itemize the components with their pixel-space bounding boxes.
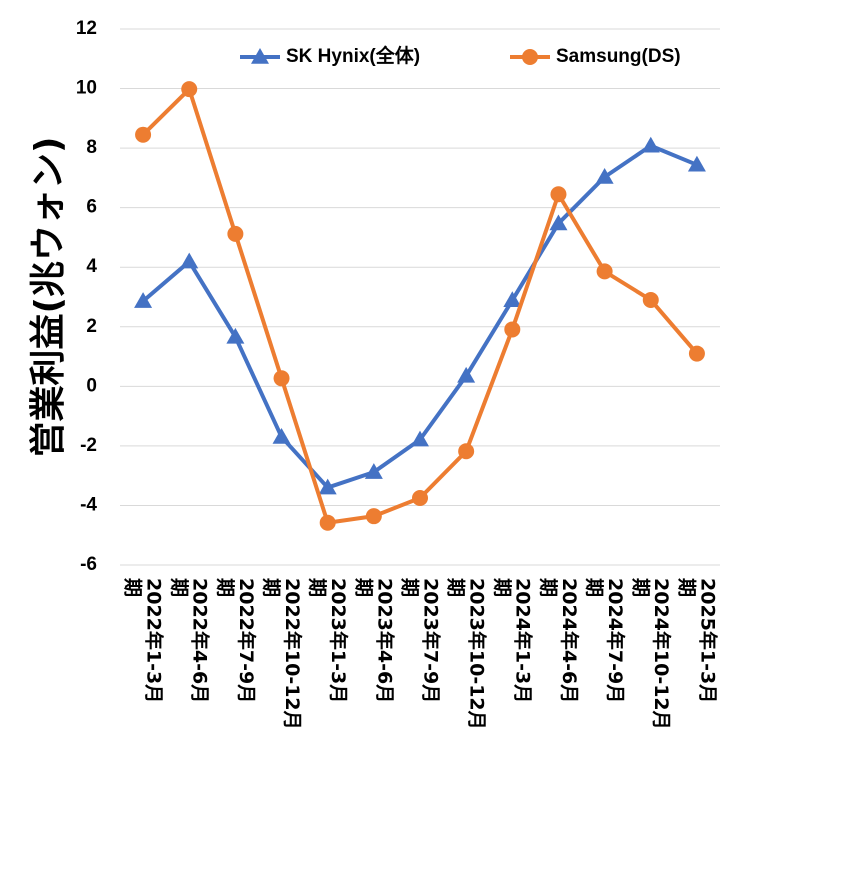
y-tick-label: -4 xyxy=(80,494,97,515)
data-point xyxy=(181,81,198,98)
x-tick-label: 2023年10-12月期 xyxy=(445,578,489,730)
data-point xyxy=(412,490,428,506)
data-point xyxy=(687,155,706,172)
series-lines xyxy=(134,81,706,531)
data-point xyxy=(641,136,660,153)
legend-label: Samsung(DS) xyxy=(556,46,681,67)
data-point xyxy=(180,252,199,269)
y-tick-label: -2 xyxy=(80,435,97,456)
legend-entry: SK Hynix(全体) xyxy=(240,44,420,67)
y-axis-tick-labels: -6 -4 -2 0 2 4 6 8 10 12 xyxy=(76,18,98,575)
series-line xyxy=(141,87,699,525)
data-point xyxy=(595,167,614,184)
x-tick-label: 2024年7-9月期 xyxy=(584,578,628,703)
y-tick-label: 6 xyxy=(86,197,97,218)
x-tick-label: 2023年4-6月期 xyxy=(353,578,397,703)
data-point xyxy=(458,443,475,460)
x-tick-label: 2022年4-6月期 xyxy=(168,578,212,703)
legend-entry: Samsung(DS) xyxy=(510,46,681,67)
data-point xyxy=(365,508,382,525)
x-axis-tick-labels: 2022年1-3月期 2022年4-6月期 2022年7-9月期 2022年10-12… xyxy=(122,578,720,730)
y-tick-label: -6 xyxy=(80,554,97,575)
x-tick-label: 2024年4-6月期 xyxy=(538,578,582,703)
data-point xyxy=(688,345,705,362)
y-tick-label: 4 xyxy=(86,256,97,277)
x-tick-label: 2023年7-9月期 xyxy=(399,578,443,703)
data-point xyxy=(226,327,245,344)
y-tick-label: 8 xyxy=(86,137,97,158)
y-tick-label: 2 xyxy=(86,316,97,337)
data-point xyxy=(273,370,290,387)
data-point xyxy=(135,126,152,143)
legend-marker xyxy=(251,48,269,64)
y-axis-label: 営業利益(兆ウォン) xyxy=(28,137,69,458)
data-point xyxy=(457,366,476,383)
x-tick-label: 2022年1-3月期 xyxy=(122,578,166,703)
y-tick-label: 10 xyxy=(76,78,97,99)
x-tick-label: 2024年10-12月期 xyxy=(630,578,674,730)
data-point xyxy=(134,292,153,308)
data-point xyxy=(227,225,244,242)
data-point xyxy=(642,291,659,308)
x-tick-label: 2022年7-9月期 xyxy=(214,578,258,703)
x-tick-label: 2023年1-3月期 xyxy=(307,578,351,703)
data-point xyxy=(272,427,291,444)
legend-marker xyxy=(522,49,538,65)
legend-label: SK Hynix(全体) xyxy=(286,44,420,67)
y-tick-label: 0 xyxy=(86,375,97,396)
legend: SK Hynix(全体) Samsung(DS) xyxy=(240,44,681,67)
data-point xyxy=(596,263,613,280)
series-sk-hynix xyxy=(134,136,706,495)
gridlines xyxy=(120,28,720,566)
data-point xyxy=(318,478,337,495)
x-tick-label: 2022年10-12月期 xyxy=(261,578,305,730)
data-point xyxy=(550,186,567,203)
data-point xyxy=(549,214,568,231)
data-point xyxy=(411,430,429,447)
series-samsung xyxy=(135,81,705,531)
x-tick-label: 2024年1-3月期 xyxy=(491,578,535,703)
data-point xyxy=(364,463,383,479)
y-tick-label: 12 xyxy=(76,18,97,39)
data-point xyxy=(503,291,522,308)
data-point xyxy=(504,321,521,338)
data-point xyxy=(319,514,336,531)
x-tick-label: 2025年1-3月期 xyxy=(676,578,720,703)
